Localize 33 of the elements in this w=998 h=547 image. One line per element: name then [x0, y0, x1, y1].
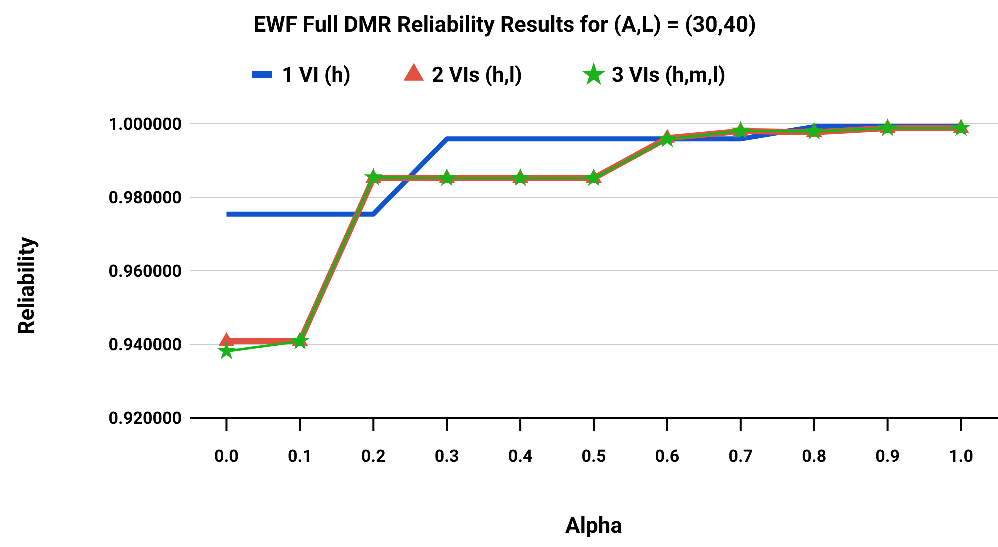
x-tick-label: 0.7	[728, 447, 754, 467]
x-tick-label: 0.3	[434, 447, 460, 467]
y-axis-title: Reliability	[15, 236, 40, 335]
point	[511, 168, 530, 186]
point	[217, 342, 236, 360]
point	[731, 121, 750, 139]
point	[290, 332, 310, 350]
x-tick-label: 1.0	[949, 447, 974, 467]
x-tick-label: 0.2	[361, 447, 386, 467]
point	[364, 168, 384, 186]
y-tick-label: 0.980000	[108, 188, 182, 208]
point	[658, 130, 677, 148]
x-tick-label: 0.0	[214, 447, 239, 467]
x-axis-title: Alpha	[565, 514, 623, 539]
y-tick-label: 0.940000	[108, 336, 182, 356]
y-tick-label: 0.960000	[108, 262, 182, 282]
point	[878, 118, 898, 136]
point	[218, 332, 235, 346]
legend-label: 3 VIs (h,m,l)	[612, 64, 726, 88]
x-tick-label: 0.4	[508, 447, 534, 467]
x-tick-label: 0.5	[582, 447, 606, 467]
x-tick-label: 0.1	[288, 447, 312, 467]
y-tick-label: 0.920000	[108, 409, 182, 429]
legend-label: 1 VI (h)	[282, 64, 351, 88]
x-tick-label: 0.6	[655, 447, 680, 467]
x-tick-label: 0.9	[876, 447, 900, 467]
legend-label: 2 VIs (h,l)	[432, 64, 522, 88]
x-tick-label: 0.8	[802, 447, 827, 467]
chart-title: EWF Full DMR Reliability Results for (A,L) = (30,40)	[254, 13, 756, 38]
point	[438, 168, 457, 186]
point	[584, 168, 604, 186]
point	[952, 118, 971, 136]
y-tick-label: 1.000000	[108, 115, 182, 135]
